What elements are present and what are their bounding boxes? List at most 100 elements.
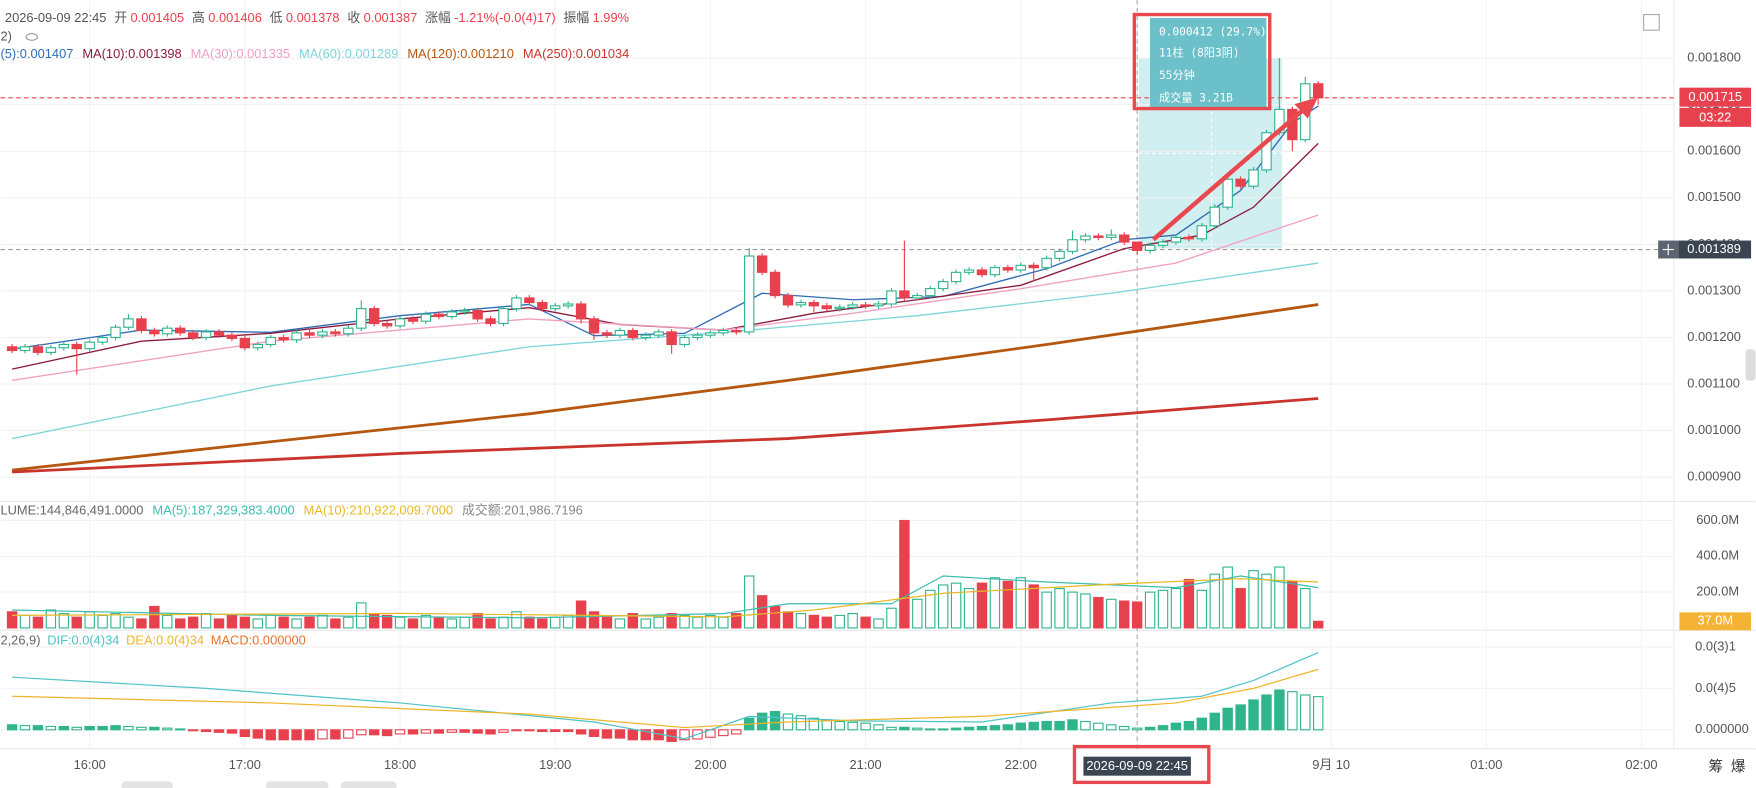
- macd-bar: [1183, 720, 1195, 731]
- volume-bar: [627, 613, 639, 629]
- macd-bar: [45, 725, 57, 731]
- candle-body: [731, 329, 742, 333]
- volume-bar: [1002, 580, 1014, 629]
- y-tick-label: 200.0M: [1696, 584, 1739, 599]
- macd-bar: [614, 729, 626, 739]
- y-tick-label: 400.0M: [1696, 548, 1739, 563]
- macd-bar: [1312, 696, 1324, 731]
- volume-bar: [394, 616, 406, 629]
- candle-body: [136, 318, 147, 332]
- candle-body: [627, 329, 639, 339]
- volume-ma-line: [12, 578, 1319, 618]
- side-button[interactable]: 筹: [1709, 759, 1724, 776]
- volume-bar: [743, 575, 755, 629]
- candle-body: [743, 255, 755, 333]
- candle-body: [84, 341, 95, 350]
- macd-bar: [1106, 724, 1117, 731]
- candle-body: [873, 303, 884, 307]
- volume-bar: [6, 611, 18, 629]
- candle-body: [1144, 244, 1156, 252]
- volume-bar: [123, 616, 134, 629]
- countdown-box: [1679, 107, 1752, 127]
- volume-bar: [925, 589, 936, 629]
- crosshair-y-label: 0.001389: [1687, 241, 1741, 256]
- macd-bar: [1131, 727, 1143, 731]
- candle-body: [6, 346, 18, 352]
- x-tick-label: 16:00: [74, 757, 106, 772]
- macd-bar: [136, 726, 147, 731]
- overlay: 0.000412 (29.7%) 11柱 (8阳3阴) 55分钟 成交量 3.2…: [0, 10, 1756, 788]
- macd-bar: [71, 726, 82, 731]
- volume-bar: [84, 611, 95, 629]
- legend-entry: MA(10):210,922,009.7000: [304, 503, 453, 518]
- candle-body: [1196, 225, 1208, 240]
- scroll-pill: [340, 781, 397, 788]
- legend-entry: (5):0.001407: [0, 46, 73, 61]
- macd-bar: [368, 729, 380, 736]
- volume-bar: [1131, 601, 1143, 629]
- volume-bar: [1028, 584, 1039, 629]
- volume-bar: [278, 616, 289, 629]
- macd-bar: [1080, 720, 1091, 731]
- macd-bar: [1235, 704, 1246, 731]
- legend-entry: 成交额:201,986.7196: [462, 503, 583, 518]
- macd-bar: [226, 729, 238, 734]
- volume-bar: [356, 602, 367, 629]
- candle-body: [1235, 178, 1246, 187]
- annotation-arrow: [1151, 108, 1305, 242]
- legend-entry: LUME:144,846,491.0000: [0, 503, 143, 518]
- volume-bar: [1119, 600, 1130, 629]
- candle-body: [963, 269, 975, 273]
- ma-line: [11, 105, 1319, 350]
- candle-body: [718, 329, 729, 334]
- candle-body: [1119, 234, 1130, 243]
- volume-bar: [317, 614, 328, 629]
- macd-bar: [381, 729, 393, 737]
- macd-bar: [627, 729, 639, 741]
- volume-bar: [679, 614, 690, 629]
- tooltip-box: [1149, 17, 1267, 110]
- volume-bar: [1041, 591, 1052, 629]
- candle-body: [123, 318, 134, 328]
- candle-body: [511, 297, 522, 310]
- volume-bar: [821, 616, 833, 629]
- volume-current-box: [1679, 612, 1752, 631]
- macd-bar: [1157, 725, 1169, 731]
- volume-bar: [989, 577, 1001, 629]
- volume-bar: [705, 614, 716, 629]
- macd-bar: [679, 729, 690, 741]
- y-tick-label: 0.001300: [1687, 282, 1741, 297]
- candle-body: [226, 334, 238, 339]
- candle-body: [601, 332, 613, 336]
- side-button[interactable]: 爆: [1731, 759, 1746, 776]
- legend-entry: MA(5):187,329,383.4000: [152, 503, 294, 518]
- candle-body: [562, 303, 574, 307]
- volume-bar: [446, 618, 457, 629]
- volume-bar: [45, 609, 57, 629]
- candle-body: [899, 290, 910, 299]
- macd-bar: [1274, 689, 1285, 731]
- candle-body: [213, 331, 225, 336]
- macd-bar: [873, 724, 884, 731]
- volume-bar: [226, 614, 238, 629]
- volume-bar: [860, 616, 871, 629]
- eye-icon[interactable]: [25, 33, 38, 41]
- legend-entry: MACD:0.000000: [211, 633, 306, 648]
- candle-body: [291, 332, 302, 341]
- x-tick-label: 18:00: [384, 757, 416, 772]
- volume-legend: LUME:144,846,491.0000 MA(5):187,329,383.4…: [0, 503, 582, 518]
- volume-bar: [252, 618, 264, 629]
- macd-bar: [950, 727, 962, 731]
- tooltip-line: 11柱 (8阳3阴): [1159, 46, 1240, 60]
- volume-bar: [1300, 587, 1311, 629]
- volume-bar: [485, 618, 496, 629]
- candle-body: [330, 331, 341, 335]
- candle-body: [433, 313, 445, 318]
- volume-bar: [873, 618, 884, 629]
- macd-bar: [562, 729, 574, 733]
- volume-bar: [1196, 589, 1208, 629]
- candle-body: [692, 334, 703, 339]
- macd-bar: [485, 729, 496, 735]
- header-value: 0.001378: [286, 10, 340, 25]
- volume-bar: [731, 613, 742, 629]
